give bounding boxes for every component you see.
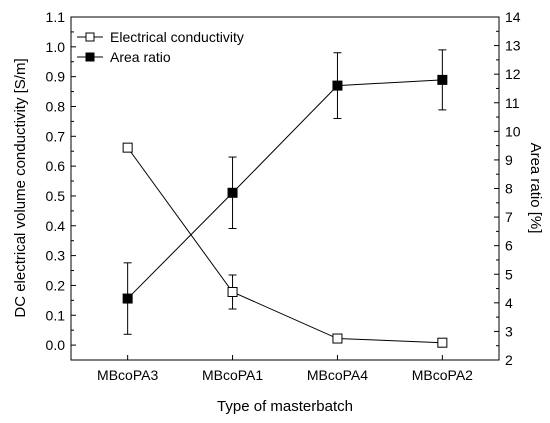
- x-tick-label: MBcoPA4: [307, 367, 368, 383]
- left-tick-label: 0.1: [46, 307, 66, 323]
- right-tick-label: 7: [505, 209, 513, 225]
- right-tick-label: 11: [505, 95, 520, 111]
- x-axis-title: Type of masterbatch: [217, 398, 353, 415]
- left-axis-ticks: 0.0 0.1 0.2 0.3 0.4 0.5 0.6 0.7 0.8 0.9 1.0 1.1: [46, 9, 76, 353]
- right-tick-label: 8: [505, 181, 513, 197]
- x-tick-label: MBcoPA1: [202, 367, 263, 383]
- legend-label-area-ratio: Area ratio: [110, 49, 171, 65]
- right-tick-label: 2: [505, 352, 513, 368]
- left-tick-label: 1.1: [46, 9, 66, 25]
- right-tick-label: 14: [505, 9, 521, 25]
- x-axis-ticks: MBcoPA3 MBcoPA1 MBcoPA4 MBcoPA2: [97, 355, 473, 383]
- data-point-electrical-conductivity: [227, 286, 238, 297]
- plot-frame: [70, 16, 500, 361]
- right-tick-label: 9: [505, 152, 513, 168]
- left-tick-label: 0.7: [46, 128, 66, 144]
- right-tick-label: 3: [505, 323, 513, 339]
- left-tick-label: 1.0: [46, 39, 66, 55]
- x-tick-label: MBcoPA3: [97, 367, 158, 383]
- data-point-electrical-conductivity: [332, 333, 343, 344]
- legend-label-electrical-conductivity: Electrical conductivity: [110, 29, 244, 45]
- data-point-electrical-conductivity: [122, 142, 133, 153]
- right-tick-label: 13: [505, 38, 521, 54]
- left-tick-label: 0.8: [46, 98, 66, 114]
- left-tick-label: 0.3: [46, 248, 66, 264]
- series-lines: [127, 79, 443, 344]
- right-tick-label: 10: [505, 123, 521, 139]
- legend-marker-electrical-conductivity: [85, 32, 95, 42]
- legend-marker-area-ratio: [85, 52, 95, 62]
- right-tick-label: 5: [505, 266, 513, 282]
- left-tick-label: 0.2: [46, 277, 66, 293]
- right-axis-ticks: 2 3 4 5 6 7 8 9 10 11 12 13 14: [494, 9, 521, 368]
- data-point-area-ratio: [227, 187, 238, 198]
- right-tick-label: 4: [505, 295, 513, 311]
- data-markers: [122, 74, 448, 348]
- left-tick-label: 0.0: [46, 337, 66, 353]
- right-tick-label: 6: [505, 238, 513, 254]
- data-point-area-ratio: [332, 80, 343, 91]
- error-bars: [123, 49, 447, 345]
- y2-axis-title: Area ratio [%]: [527, 143, 544, 234]
- data-point-area-ratio: [122, 293, 133, 304]
- left-tick-label: 0.4: [46, 218, 66, 234]
- left-tick-label: 0.9: [46, 69, 66, 85]
- data-point-electrical-conductivity: [437, 337, 448, 348]
- left-tick-label: 0.6: [46, 158, 66, 174]
- y-axis-title: DC electrical volume conductivity [S/m]: [12, 58, 29, 317]
- data-point-area-ratio: [437, 74, 448, 85]
- right-tick-label: 12: [505, 66, 521, 82]
- legend: Electrical conductivity Area ratio: [77, 29, 244, 65]
- series-line-area-ratio: [127, 79, 443, 299]
- x-tick-label: MBcoPA2: [412, 367, 473, 383]
- series-line-electrical-conductivity: [127, 147, 443, 344]
- left-tick-label: 0.5: [46, 188, 66, 204]
